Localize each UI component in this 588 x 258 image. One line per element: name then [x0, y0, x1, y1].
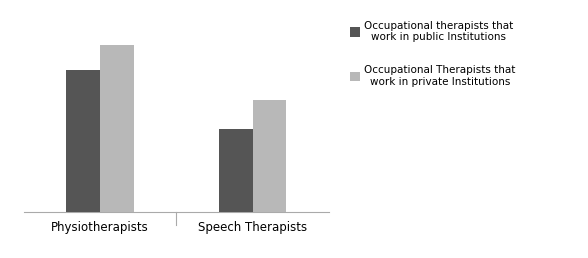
Bar [66, 70, 100, 212]
Bar [100, 45, 133, 212]
Bar [253, 100, 286, 212]
Bar [219, 129, 253, 212]
Legend: Occupational therapists that
work in public Institutions, Occupational Therapist: Occupational therapists that work in pub… [350, 21, 516, 87]
